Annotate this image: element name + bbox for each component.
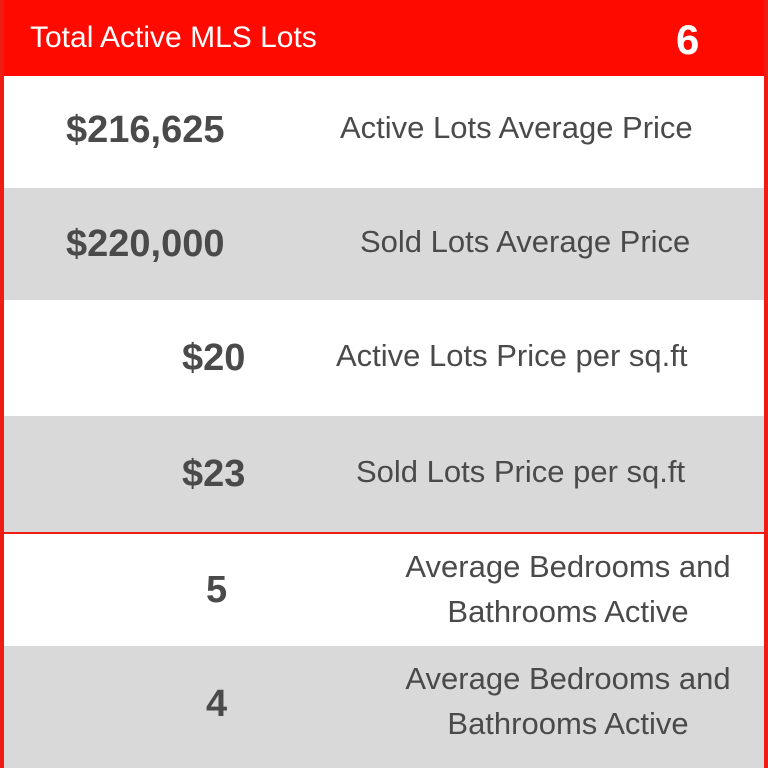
stat-row-active-average-price: $216,625 Active Lots Average Price bbox=[4, 76, 764, 188]
stat-value: 4 bbox=[206, 683, 228, 725]
stat-row-bed-bath-active: 5 Average Bedrooms and Bathrooms Active bbox=[4, 534, 764, 646]
stat-value: $216,625 bbox=[66, 109, 225, 151]
stat-value: 5 bbox=[206, 569, 228, 611]
stat-row-sold-price-per-sqft: $23 Sold Lots Price per sq.ft bbox=[4, 416, 764, 532]
stat-label-line2: Bathrooms Active bbox=[447, 706, 689, 741]
stat-row-bed-bath-active-2: 4 Average Bedrooms and Bathrooms Active bbox=[4, 646, 764, 768]
stat-label: Average Bedrooms and Bathrooms Active bbox=[388, 544, 748, 634]
stat-row-active-price-per-sqft: $20 Active Lots Price per sq.ft bbox=[4, 300, 764, 416]
stat-label: Active Lots Average Price bbox=[340, 110, 693, 145]
stat-value: $23 bbox=[182, 453, 246, 495]
header-bar: Total Active MLS Lots 6 bbox=[4, 0, 764, 76]
header-title: Total Active MLS Lots bbox=[30, 21, 317, 54]
stat-label-line2: Bathrooms Active bbox=[447, 594, 689, 629]
stat-label: Active Lots Price per sq.ft bbox=[336, 338, 688, 373]
stat-label: Average Bedrooms and Bathrooms Active bbox=[388, 656, 748, 746]
stat-label-line1: Average Bedrooms and bbox=[405, 549, 731, 584]
stat-label: Sold Lots Price per sq.ft bbox=[356, 454, 686, 489]
section-divider bbox=[4, 532, 764, 534]
stat-value: $20 bbox=[182, 337, 246, 379]
stat-value: $220,000 bbox=[66, 223, 225, 265]
header-count: 6 bbox=[676, 16, 700, 63]
stat-row-sold-average-price: $220,000 Sold Lots Average Price bbox=[4, 188, 764, 300]
stat-label-line1: Average Bedrooms and bbox=[405, 661, 731, 696]
stat-label: Sold Lots Average Price bbox=[360, 224, 691, 259]
